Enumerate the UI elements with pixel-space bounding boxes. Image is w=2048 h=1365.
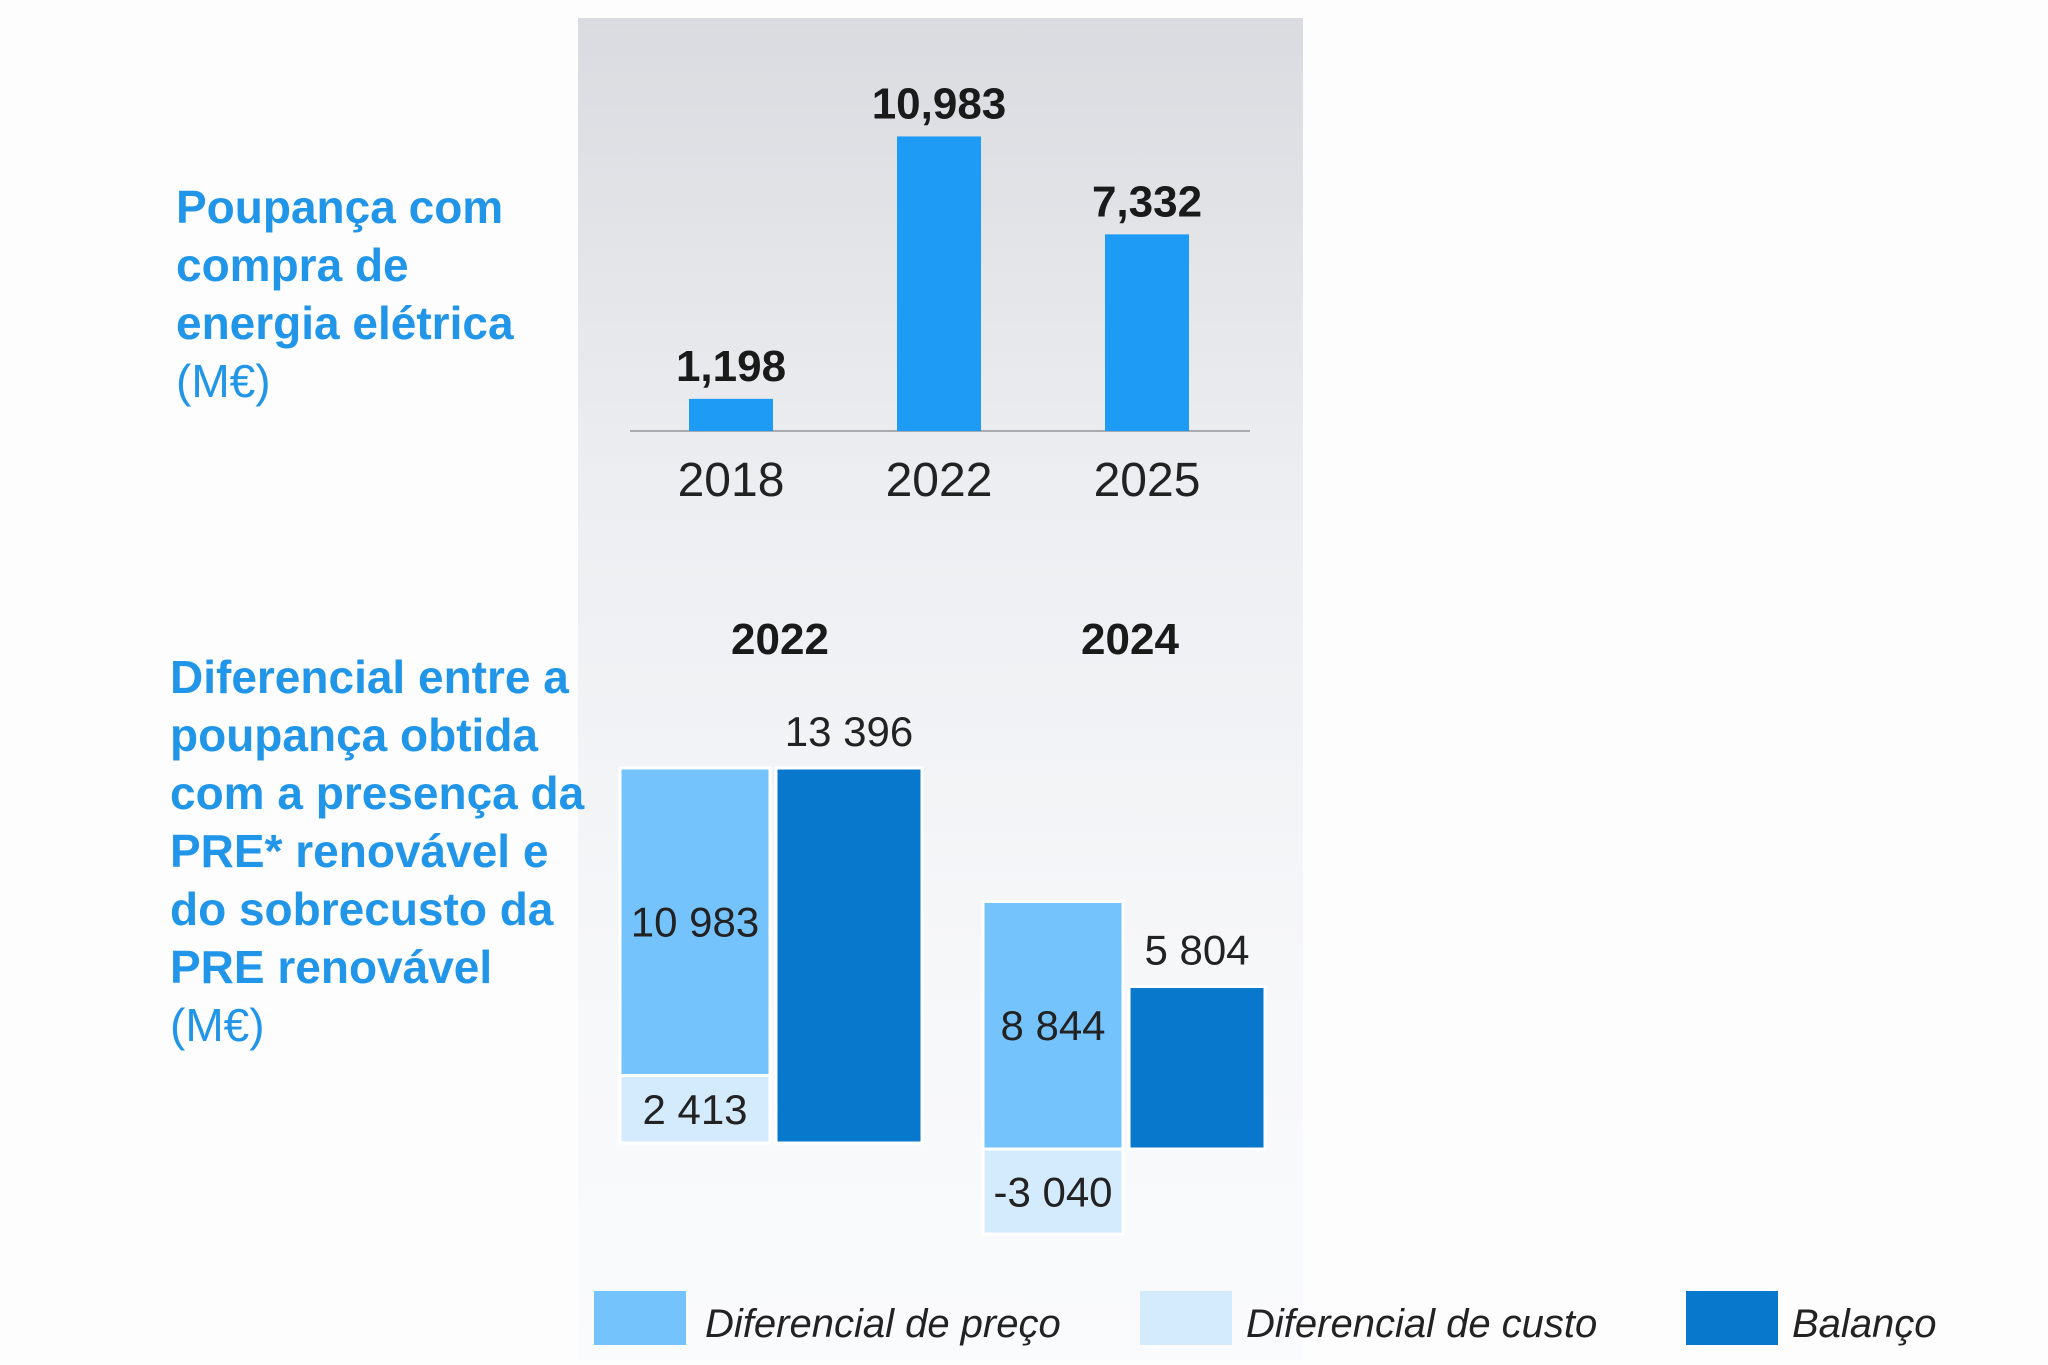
chart2-balance-bar <box>774 766 924 1145</box>
chart1-title: Poupança com compra de energia elétrica … <box>176 178 576 410</box>
chart1-value-label: 10,983 <box>872 79 1007 128</box>
chart1-tick-label: 2018 <box>678 454 785 507</box>
chart2-price-bar <box>981 899 1125 1151</box>
chart2-price-label: 8 844 <box>1000 1002 1105 1049</box>
chart1-tick-label: 2022 <box>886 454 993 507</box>
legend-swatch <box>1686 1291 1778 1345</box>
chart1-title-text: Poupança com compra de energia elétrica <box>176 181 514 349</box>
chart1-bar <box>897 136 981 431</box>
chart1-value-label: 1,198 <box>676 342 786 391</box>
chart2-title-text: Diferencial entre a poupança obtida com … <box>170 651 585 993</box>
chart2-unit: (M€) <box>170 999 265 1051</box>
legend-swatch <box>594 1291 686 1345</box>
chart2-cost-label: -3 040 <box>993 1169 1112 1216</box>
chart1-value-label: 7,332 <box>1092 177 1202 226</box>
chart2-balance-bar <box>1127 985 1267 1151</box>
legend-label: Diferencial de custo <box>1246 1302 1597 1346</box>
legend-label: Balanço <box>1792 1302 1937 1346</box>
chart2-price-bar <box>618 766 772 1077</box>
legend-label: Diferencial de preço <box>705 1302 1061 1346</box>
chart1-tick-label: 2025 <box>1094 454 1201 507</box>
chart2-group-label: 2022 <box>731 615 829 664</box>
chart2-price-label: 10 983 <box>631 899 759 946</box>
chart2-cost-bar <box>618 1073 772 1145</box>
chart2-title: Diferencial entre a poupança obtida com … <box>170 648 590 1054</box>
chart2-balance-label: 13 396 <box>785 708 913 755</box>
chart1-bar <box>689 398 773 431</box>
chart2-cost-bar <box>981 1147 1125 1236</box>
chart1-bar <box>1105 234 1189 431</box>
chart2-balance-label: 5 804 <box>1144 927 1249 974</box>
chart2-group-label: 2024 <box>1081 615 1179 664</box>
legend-swatch <box>1140 1291 1232 1345</box>
chart1-unit: (M€) <box>176 355 271 407</box>
chart2-cost-label: 2 413 <box>642 1086 747 1133</box>
